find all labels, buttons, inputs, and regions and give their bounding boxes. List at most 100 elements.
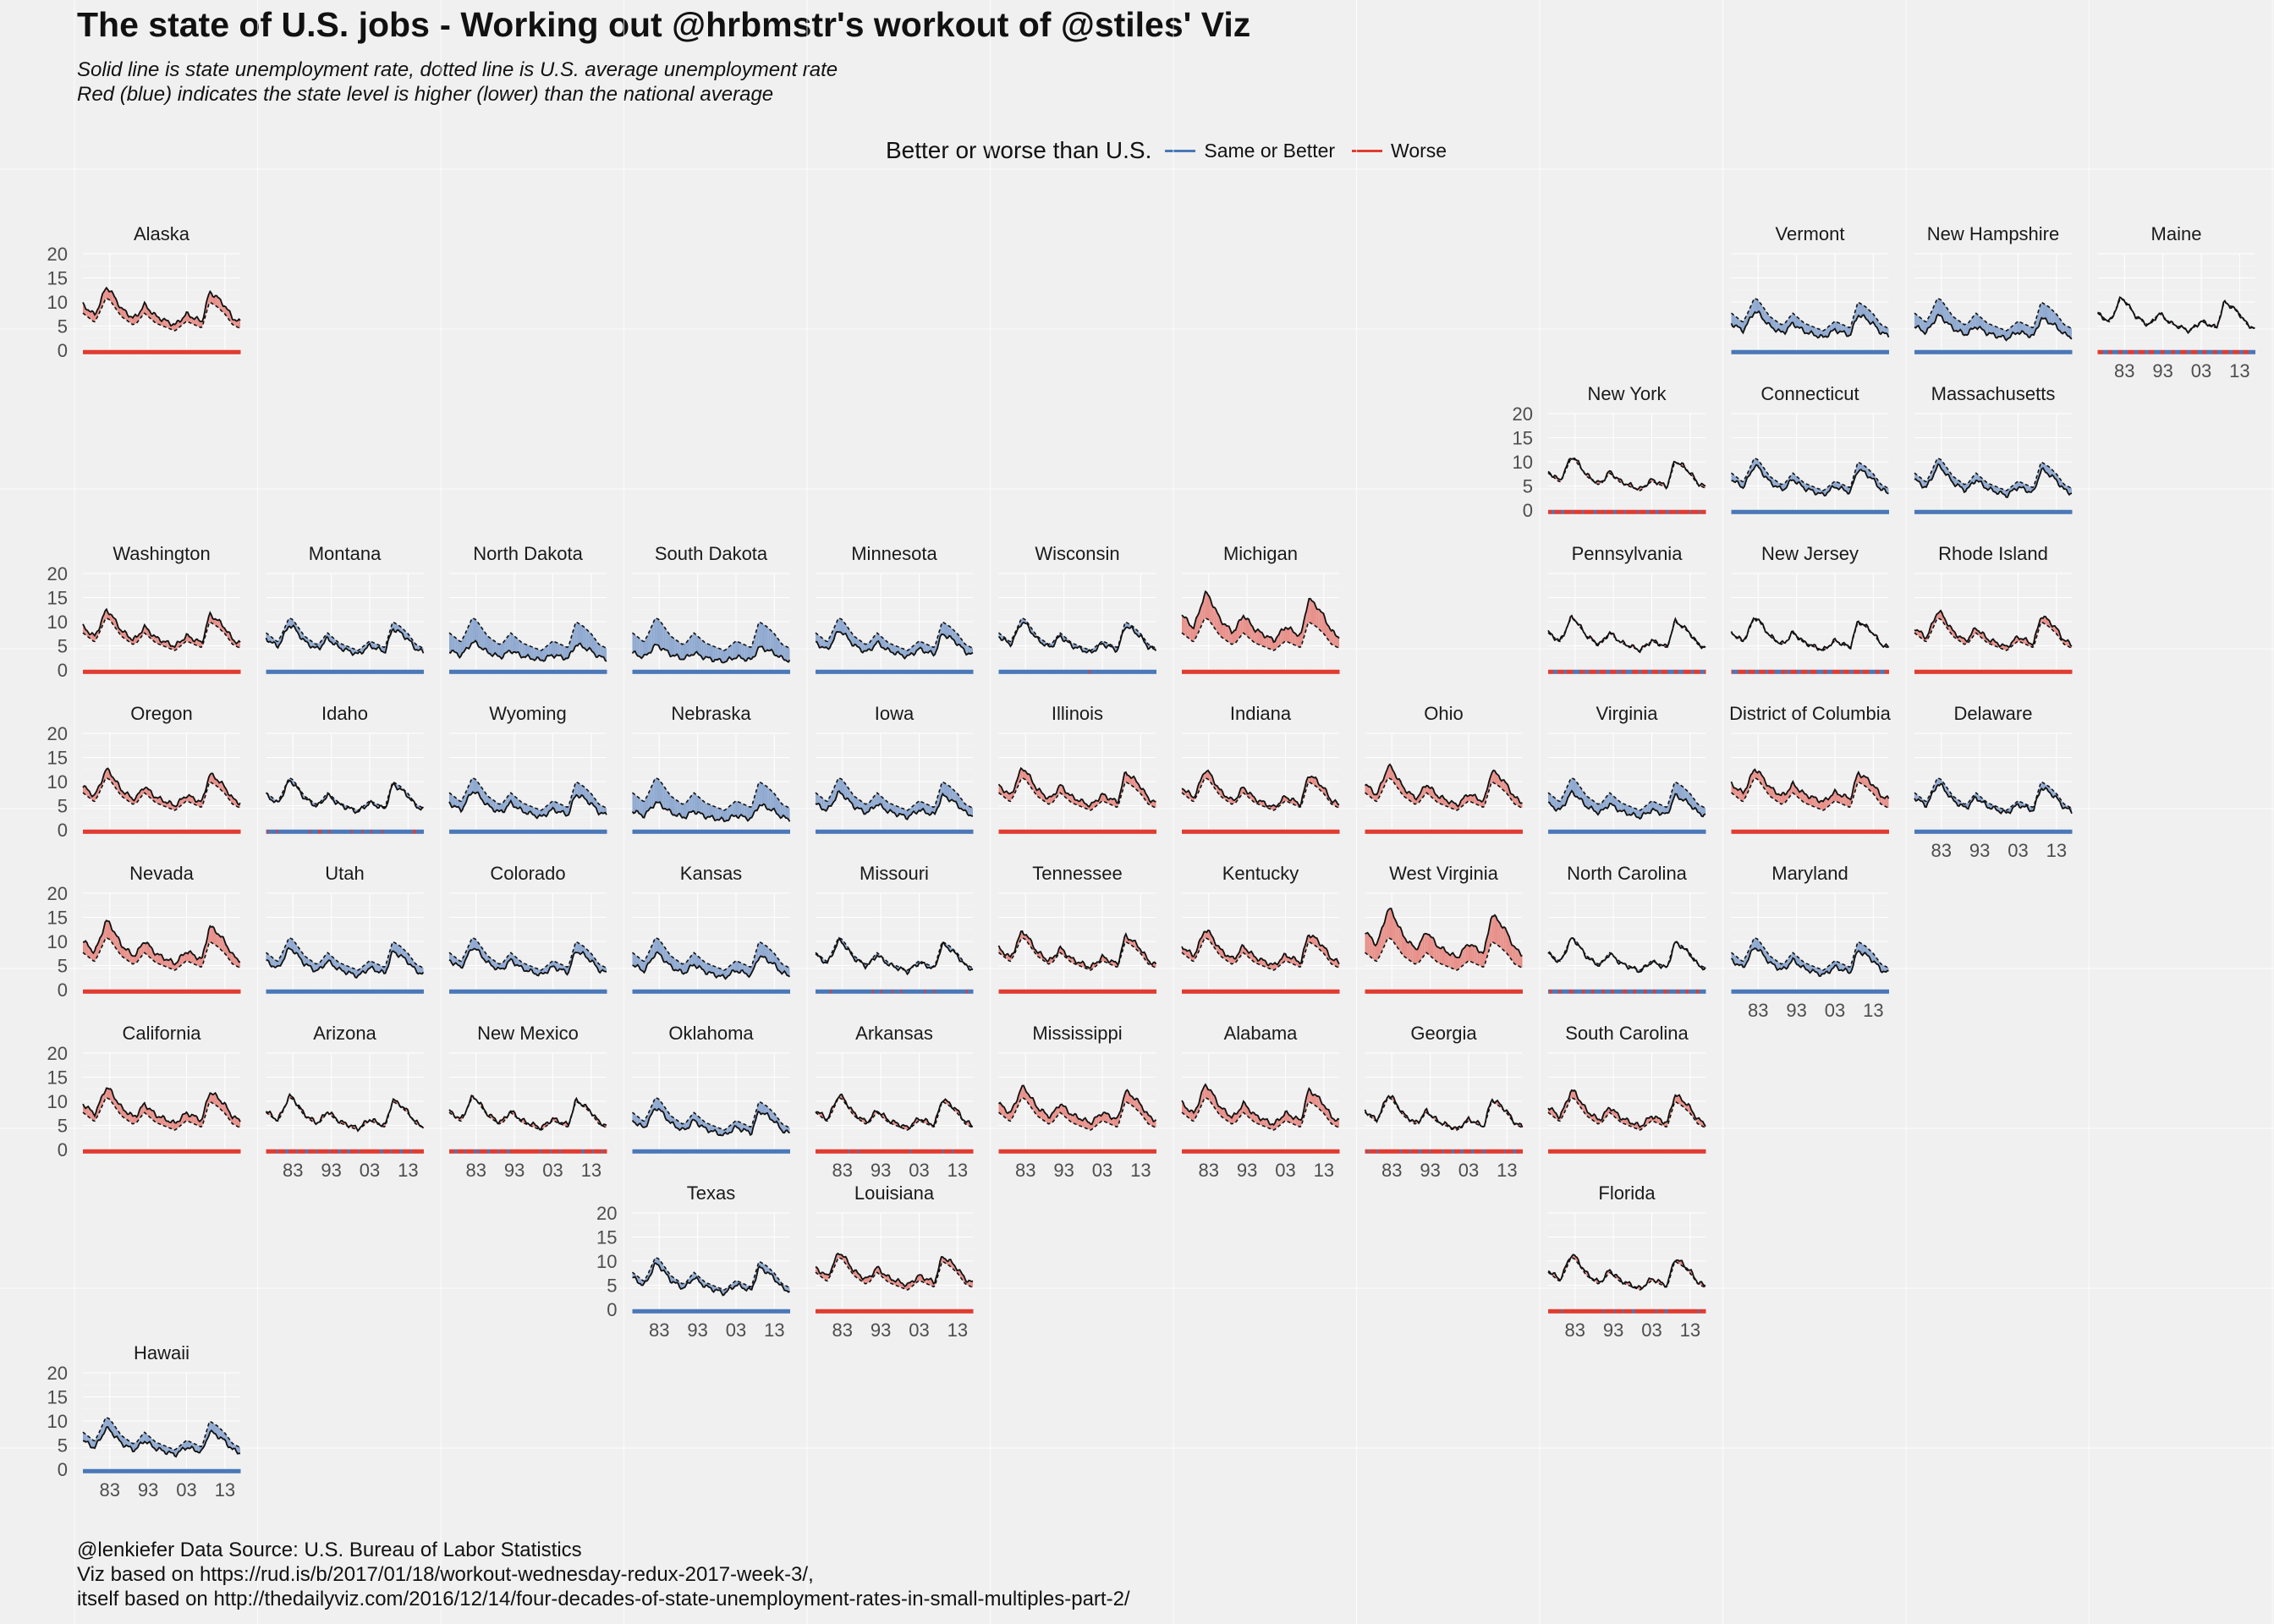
fill-segment — [730, 644, 733, 661]
state-rate-line — [1730, 617, 1890, 651]
fill-segment — [683, 643, 685, 660]
fill-segment — [164, 318, 166, 327]
fill-segment — [471, 617, 473, 644]
fill-segment — [233, 320, 235, 326]
panel-pennsylvania: Pennsylvania — [1547, 543, 1706, 674]
fill-segment — [1947, 308, 1949, 324]
legend: Better or worse than U.S. Same or Better… — [886, 135, 1464, 166]
fill-segment — [2022, 322, 2024, 332]
fill-segment — [2025, 324, 2028, 336]
fill-segment — [1975, 313, 1978, 330]
fill-segment — [1942, 300, 1944, 321]
fill-segment — [212, 296, 214, 305]
fill-segment — [716, 647, 718, 661]
fill-segment — [1826, 326, 1829, 337]
fill-segment — [1846, 326, 1848, 337]
fill-segment — [124, 310, 125, 320]
fill-segment — [2061, 321, 2063, 334]
fill-segment — [742, 644, 744, 660]
fill-segment — [589, 632, 591, 650]
fill-segment — [1310, 598, 1312, 624]
fill-segment — [1285, 627, 1287, 642]
fill-segment — [483, 629, 485, 650]
fill-segment — [2053, 310, 2055, 325]
fill-segment — [947, 624, 948, 639]
fill-segment — [481, 628, 484, 650]
fill-segment — [1767, 314, 1770, 324]
fill-segment — [513, 635, 515, 652]
fill-segment — [114, 296, 116, 309]
y-tick-label: 20 — [1513, 403, 1533, 425]
fill-segment — [602, 646, 604, 658]
fill-segment — [103, 289, 106, 303]
facet-label-connecticut: Connecticut — [1760, 383, 1859, 404]
fill-segment — [1927, 316, 1930, 329]
us-average-line — [1731, 297, 1889, 332]
fill-segment — [1937, 298, 1940, 316]
fill-segment — [722, 650, 724, 663]
fill-segment — [1771, 318, 1774, 329]
fill-segment — [474, 778, 475, 794]
fill-segment — [586, 629, 589, 651]
fill-segment — [2016, 321, 2019, 334]
fill-segment — [1184, 617, 1186, 636]
fill-segment — [89, 311, 91, 320]
fill-segment — [785, 646, 788, 661]
fill-segment — [662, 624, 664, 650]
fill-segment — [1288, 628, 1290, 643]
panel-connecticut: Connecticut — [1731, 383, 1889, 514]
fill-segment — [563, 645, 565, 660]
fill-segment — [765, 625, 766, 652]
facet-label-montana: Montana — [309, 543, 382, 564]
fill-segment — [2054, 312, 2057, 326]
facet-label-pennsylvania: Pennsylvania — [1572, 543, 1684, 564]
fill-segment — [583, 626, 585, 649]
fill-segment — [1932, 305, 1935, 324]
fill-segment — [2008, 328, 2009, 339]
y-tick-label: 10 — [47, 292, 68, 313]
fill-segment — [2070, 327, 2072, 339]
fill-segment — [510, 633, 513, 654]
fill-segment — [1871, 312, 1873, 324]
fill-segment — [689, 637, 690, 656]
fill-segment — [1867, 308, 1870, 322]
fill-segment — [641, 639, 643, 659]
facet-label-maine: Maine — [2151, 223, 2202, 244]
fill-segment — [530, 646, 532, 660]
y-tick-label: 0 — [58, 660, 68, 681]
fill-segment — [454, 637, 456, 653]
fill-segment — [1964, 324, 1966, 336]
fill-segment — [2032, 326, 2035, 336]
state-rate-line — [1547, 457, 1706, 491]
fill-segment — [472, 617, 475, 643]
fill-segment — [2002, 329, 2004, 336]
fill-segment — [591, 634, 594, 653]
fill-segment — [491, 639, 493, 656]
fill-segment — [1765, 469, 1767, 478]
facet-label-minnesota: Minnesota — [851, 543, 937, 564]
fill-segment — [239, 319, 240, 329]
fill-segment — [557, 642, 558, 656]
facet-label-north-dakota: North Dakota — [473, 543, 583, 564]
fill-segment — [559, 644, 561, 656]
fill-segment — [1931, 308, 1933, 325]
fill-segment — [542, 648, 544, 661]
fill-segment — [1881, 325, 1884, 333]
panel-new-jersey: New Jersey — [1730, 543, 1890, 674]
fill-segment — [455, 638, 458, 654]
fill-segment — [2018, 321, 2019, 335]
fill-segment — [1997, 326, 1999, 338]
fill-segment — [1865, 306, 1867, 320]
fill-segment — [1773, 479, 1775, 487]
fill-segment — [173, 323, 175, 332]
fill-segment — [882, 637, 884, 649]
fill-segment — [475, 779, 477, 794]
fill-segment — [2048, 306, 2050, 324]
fill-segment — [1996, 326, 1997, 338]
fill-segment — [490, 638, 492, 656]
fill-segment — [694, 633, 695, 656]
fill-segment — [1777, 481, 1779, 487]
chart-title: The state of U.S. jobs - Working out @hr… — [77, 5, 1250, 45]
fill-segment — [1857, 302, 1859, 318]
